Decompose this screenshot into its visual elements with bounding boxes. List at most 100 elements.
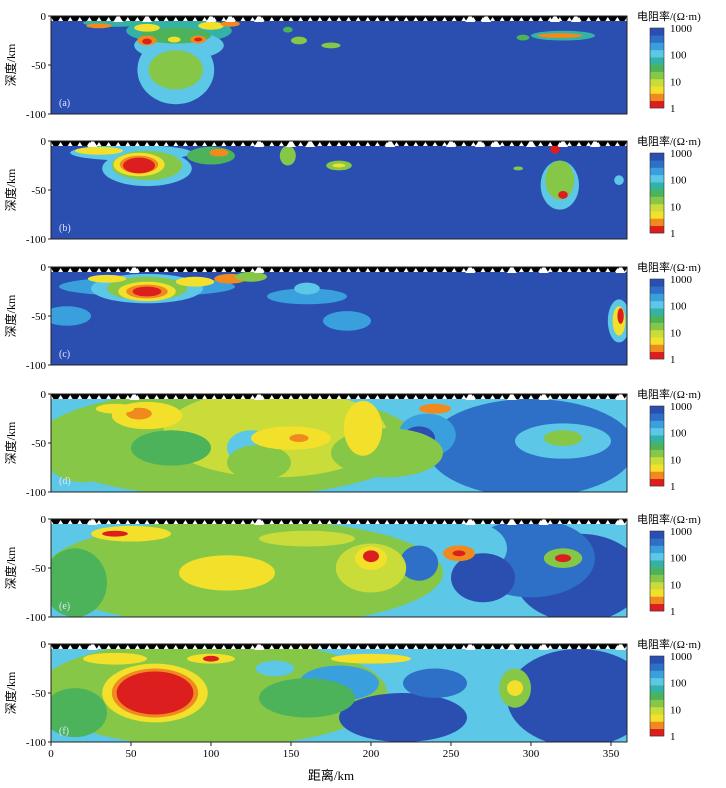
station-marker <box>144 395 150 399</box>
colorbar-tick-label: 1 <box>670 731 676 743</box>
station-marker <box>154 142 160 146</box>
colorbar-swatch <box>650 167 664 176</box>
station-marker <box>202 395 208 399</box>
station-marker <box>106 645 112 649</box>
colorbar-tick-label: 1 <box>670 481 676 493</box>
resistivity-anomaly <box>255 660 295 677</box>
station-marker <box>394 645 400 649</box>
resistivity-anomaly <box>331 653 411 664</box>
station-marker <box>451 520 457 524</box>
station-marker <box>490 17 496 21</box>
colorbar-frame <box>649 530 665 612</box>
station-marker <box>336 395 342 399</box>
station-marker <box>173 268 179 272</box>
resistivity-anomaly <box>167 36 181 43</box>
resistivity-anomaly <box>614 175 624 186</box>
station-marker <box>403 268 409 272</box>
station-marker-large <box>570 14 581 22</box>
station-marker <box>230 645 236 649</box>
station-marker <box>374 645 380 649</box>
station-marker <box>528 268 534 272</box>
station-marker <box>173 520 179 524</box>
station-marker-large <box>225 14 236 22</box>
station-marker-large <box>446 139 456 147</box>
station-marker <box>240 17 246 21</box>
station-marker <box>288 645 294 649</box>
colorbar: 电阻率/(Ω·m)1000 100 10 1 <box>637 134 701 240</box>
station-marker <box>480 268 486 272</box>
y-tick-label: -100 <box>26 234 47 246</box>
station-marker <box>605 395 611 399</box>
station-marker <box>250 395 256 399</box>
y-axis-label: 深度/km <box>3 546 18 589</box>
station-marker <box>442 645 448 649</box>
station-marker <box>77 395 83 399</box>
station-marker <box>346 142 352 146</box>
panel-e: 0 -50 -100 深度/km (e) 电阻率/(Ω·m)1000 100 10 1 <box>3 512 701 624</box>
station-marker <box>163 17 169 21</box>
station-marker <box>346 645 352 649</box>
colorbar-swatch <box>650 714 664 722</box>
resistivity-anomaly <box>545 160 575 200</box>
station-marker <box>384 520 390 524</box>
station-marker-large <box>206 14 216 22</box>
colorbar-swatch <box>650 174 664 183</box>
x-tick-label: 250 <box>443 748 460 760</box>
colorbar-tick-label: 100 <box>670 678 687 690</box>
station-marker <box>77 142 83 146</box>
station-marker <box>566 17 572 21</box>
colorbar-title: 电阻率/(Ω·m) <box>637 387 701 401</box>
station-marker <box>490 645 496 649</box>
resistivity-anomaly <box>339 693 467 742</box>
station-marker <box>394 395 400 399</box>
station-marker <box>509 17 515 21</box>
station-marker <box>221 395 227 399</box>
resistivity-anomaly <box>227 444 291 481</box>
colorbar-tick-label: 1 <box>670 228 676 240</box>
station-marker <box>173 142 179 146</box>
panel-f: 0 -50 -100 深度/km (f) 电阻率/(Ω·m)1000 100 10 1 <box>3 637 701 749</box>
station-marker <box>538 142 544 146</box>
station-marker <box>250 645 256 649</box>
station-marker <box>432 142 438 146</box>
colorbar-tick-label: 1000 <box>670 274 693 286</box>
station-marker <box>576 142 582 146</box>
station-marker <box>240 645 246 649</box>
colorbar-swatch <box>650 293 664 302</box>
station-marker <box>365 17 371 21</box>
station-marker <box>394 142 400 146</box>
station-marker <box>451 17 457 21</box>
station-marker <box>240 520 246 524</box>
colorbar-swatch <box>650 286 664 294</box>
colorbar-swatch <box>650 420 664 429</box>
station-marker <box>547 645 553 649</box>
station-marker <box>202 142 208 146</box>
station-marker <box>605 645 611 649</box>
station-marker-large <box>538 642 549 650</box>
station-marker <box>499 17 505 21</box>
station-marker <box>86 268 92 272</box>
station-marker <box>413 520 419 524</box>
colorbar: 电阻率/(Ω·m)1000 100 10 1 <box>637 9 701 115</box>
station-marker <box>240 395 246 399</box>
station-marker <box>163 645 169 649</box>
resistivity-anomaly <box>194 37 203 42</box>
resistivity-anomaly <box>332 163 346 168</box>
station-marker <box>576 520 582 524</box>
station-marker <box>326 17 332 21</box>
station-marker <box>211 520 217 524</box>
station-marker <box>154 395 160 399</box>
station-marker <box>547 268 553 272</box>
x-tick-label: 300 <box>523 748 540 760</box>
colorbar-swatch <box>650 478 664 487</box>
station-markers <box>48 392 630 400</box>
colorbar-swatch <box>650 663 664 671</box>
station-marker <box>336 645 342 649</box>
resistivity-anomaly <box>558 190 568 199</box>
station-marker-large <box>129 392 140 400</box>
station-marker <box>413 268 419 272</box>
station-marker <box>182 645 188 649</box>
colorbar-tick-label: 1000 <box>670 148 693 160</box>
colorbar-swatch <box>650 153 664 161</box>
